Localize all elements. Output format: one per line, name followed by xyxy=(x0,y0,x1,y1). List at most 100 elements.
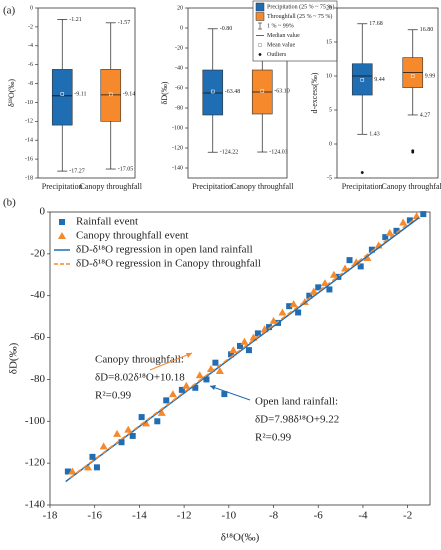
plot-frame xyxy=(37,7,136,179)
point xyxy=(212,359,219,366)
y-tick-label: 0 xyxy=(329,141,332,147)
y-tick-label: -80 xyxy=(30,373,45,385)
max-label: -1.21 xyxy=(69,17,82,23)
point xyxy=(163,397,170,404)
y-tick-label: 20 xyxy=(326,5,332,11)
x-tick-label: -12 xyxy=(177,510,192,522)
legend-symbol xyxy=(58,232,66,239)
arrow-head xyxy=(210,385,216,390)
y-axis-title: δD(‰) xyxy=(8,342,20,374)
outlier xyxy=(411,150,415,154)
point xyxy=(142,419,151,427)
point xyxy=(154,418,161,425)
min-label: 4.27 xyxy=(420,112,431,118)
point xyxy=(269,316,278,324)
point xyxy=(192,384,199,391)
y-tick-label: -16 xyxy=(25,156,33,162)
max-label: -1.57 xyxy=(118,20,131,26)
annotation: R²=0.99 xyxy=(95,390,132,402)
x-axis-title: δ¹⁸O(‰) xyxy=(221,532,260,544)
mean-label: -63.10 xyxy=(274,88,290,94)
legend-symbol xyxy=(258,43,262,47)
legend-label: Canopy throughfall event xyxy=(76,230,188,242)
plot-frame xyxy=(49,211,431,506)
point xyxy=(215,367,224,375)
mean-label: -63.48 xyxy=(225,89,241,95)
y-tick-label: 10 xyxy=(326,73,332,79)
point xyxy=(203,376,210,383)
point xyxy=(93,464,100,471)
point xyxy=(68,467,77,475)
x-tick-label: -6 xyxy=(314,510,324,522)
y-tick-label: -60 xyxy=(175,85,183,91)
point xyxy=(306,292,313,299)
point xyxy=(113,429,122,437)
point xyxy=(195,371,204,379)
y-tick-label: -100 xyxy=(172,125,183,131)
box xyxy=(351,63,373,96)
y-tick-label: -12 xyxy=(25,119,33,125)
legend-label: Median value xyxy=(267,33,300,39)
annotation: Open land rainfall: xyxy=(255,396,338,408)
y-axis-title: δ¹⁸O(‰) xyxy=(7,79,16,107)
y-tick-label: 0 xyxy=(180,25,183,31)
legend-label: Outliers xyxy=(267,52,287,58)
x-tick-label: Canopy throughfall xyxy=(231,182,294,191)
point xyxy=(278,308,287,316)
x-tick-label: -8 xyxy=(269,510,279,522)
x-tick-label: Precipitation xyxy=(42,182,83,191)
y-tick-label: -4 xyxy=(28,43,33,49)
point xyxy=(221,391,228,398)
y-tick-label: -120 xyxy=(172,145,183,151)
point xyxy=(64,468,71,475)
max-label: -0.80 xyxy=(220,26,233,32)
y-tick-label: -80 xyxy=(175,105,183,111)
max-label: 16.80 xyxy=(420,27,434,33)
point xyxy=(399,218,408,226)
y-axis-title: d-excess(‰) xyxy=(310,72,319,113)
x-tick-label: -4 xyxy=(358,510,368,522)
point xyxy=(329,270,338,278)
legend-label: δD-δ¹⁸O regression in Canopy throughfall xyxy=(76,258,261,270)
x-tick-label: Canopy throughfall xyxy=(382,182,441,191)
y-tick-label: -140 xyxy=(25,499,46,511)
point xyxy=(326,286,333,293)
y-tick-label: -2 xyxy=(28,24,33,30)
y-tick-label: 0 xyxy=(30,5,33,11)
min-label: 1.43 xyxy=(369,132,380,138)
point xyxy=(315,284,322,291)
legend-label: 1 % ~ 99% xyxy=(267,23,294,29)
arrow-head xyxy=(186,353,192,358)
y-tick-label: 20 xyxy=(177,5,183,11)
y-tick-label: -18 xyxy=(25,175,33,181)
mean-label: 9.99 xyxy=(425,73,436,79)
legend-label: Precipitation (25 % ~ 75 %) xyxy=(267,3,334,10)
annotation: δD=8.02δ¹⁸O+10.18 xyxy=(95,372,185,384)
point xyxy=(289,300,298,308)
point xyxy=(363,254,372,262)
y-tick-label: -60 xyxy=(30,331,45,343)
min-label: -17.05 xyxy=(118,166,134,172)
min-label: -17.27 xyxy=(69,168,85,174)
mean-label: -9.14 xyxy=(123,92,136,98)
point xyxy=(245,347,252,354)
point xyxy=(382,234,389,241)
point xyxy=(157,408,166,416)
min-label: -124.03 xyxy=(269,149,288,155)
point xyxy=(335,273,342,280)
point xyxy=(124,425,133,433)
point xyxy=(89,453,96,460)
point xyxy=(254,330,261,337)
plot-frame xyxy=(336,7,439,179)
box xyxy=(100,69,122,122)
point xyxy=(168,390,177,398)
max-label: 17.68 xyxy=(369,21,383,27)
legend-label: Rainfall event xyxy=(76,216,138,228)
x-tick-label: Precipitation xyxy=(192,182,233,191)
y-tick-label: 15 xyxy=(326,39,332,45)
y-tick-label: -6 xyxy=(28,62,33,68)
point xyxy=(357,263,364,270)
y-tick-label: -20 xyxy=(175,45,183,51)
point xyxy=(240,337,249,345)
arrow xyxy=(149,352,193,371)
